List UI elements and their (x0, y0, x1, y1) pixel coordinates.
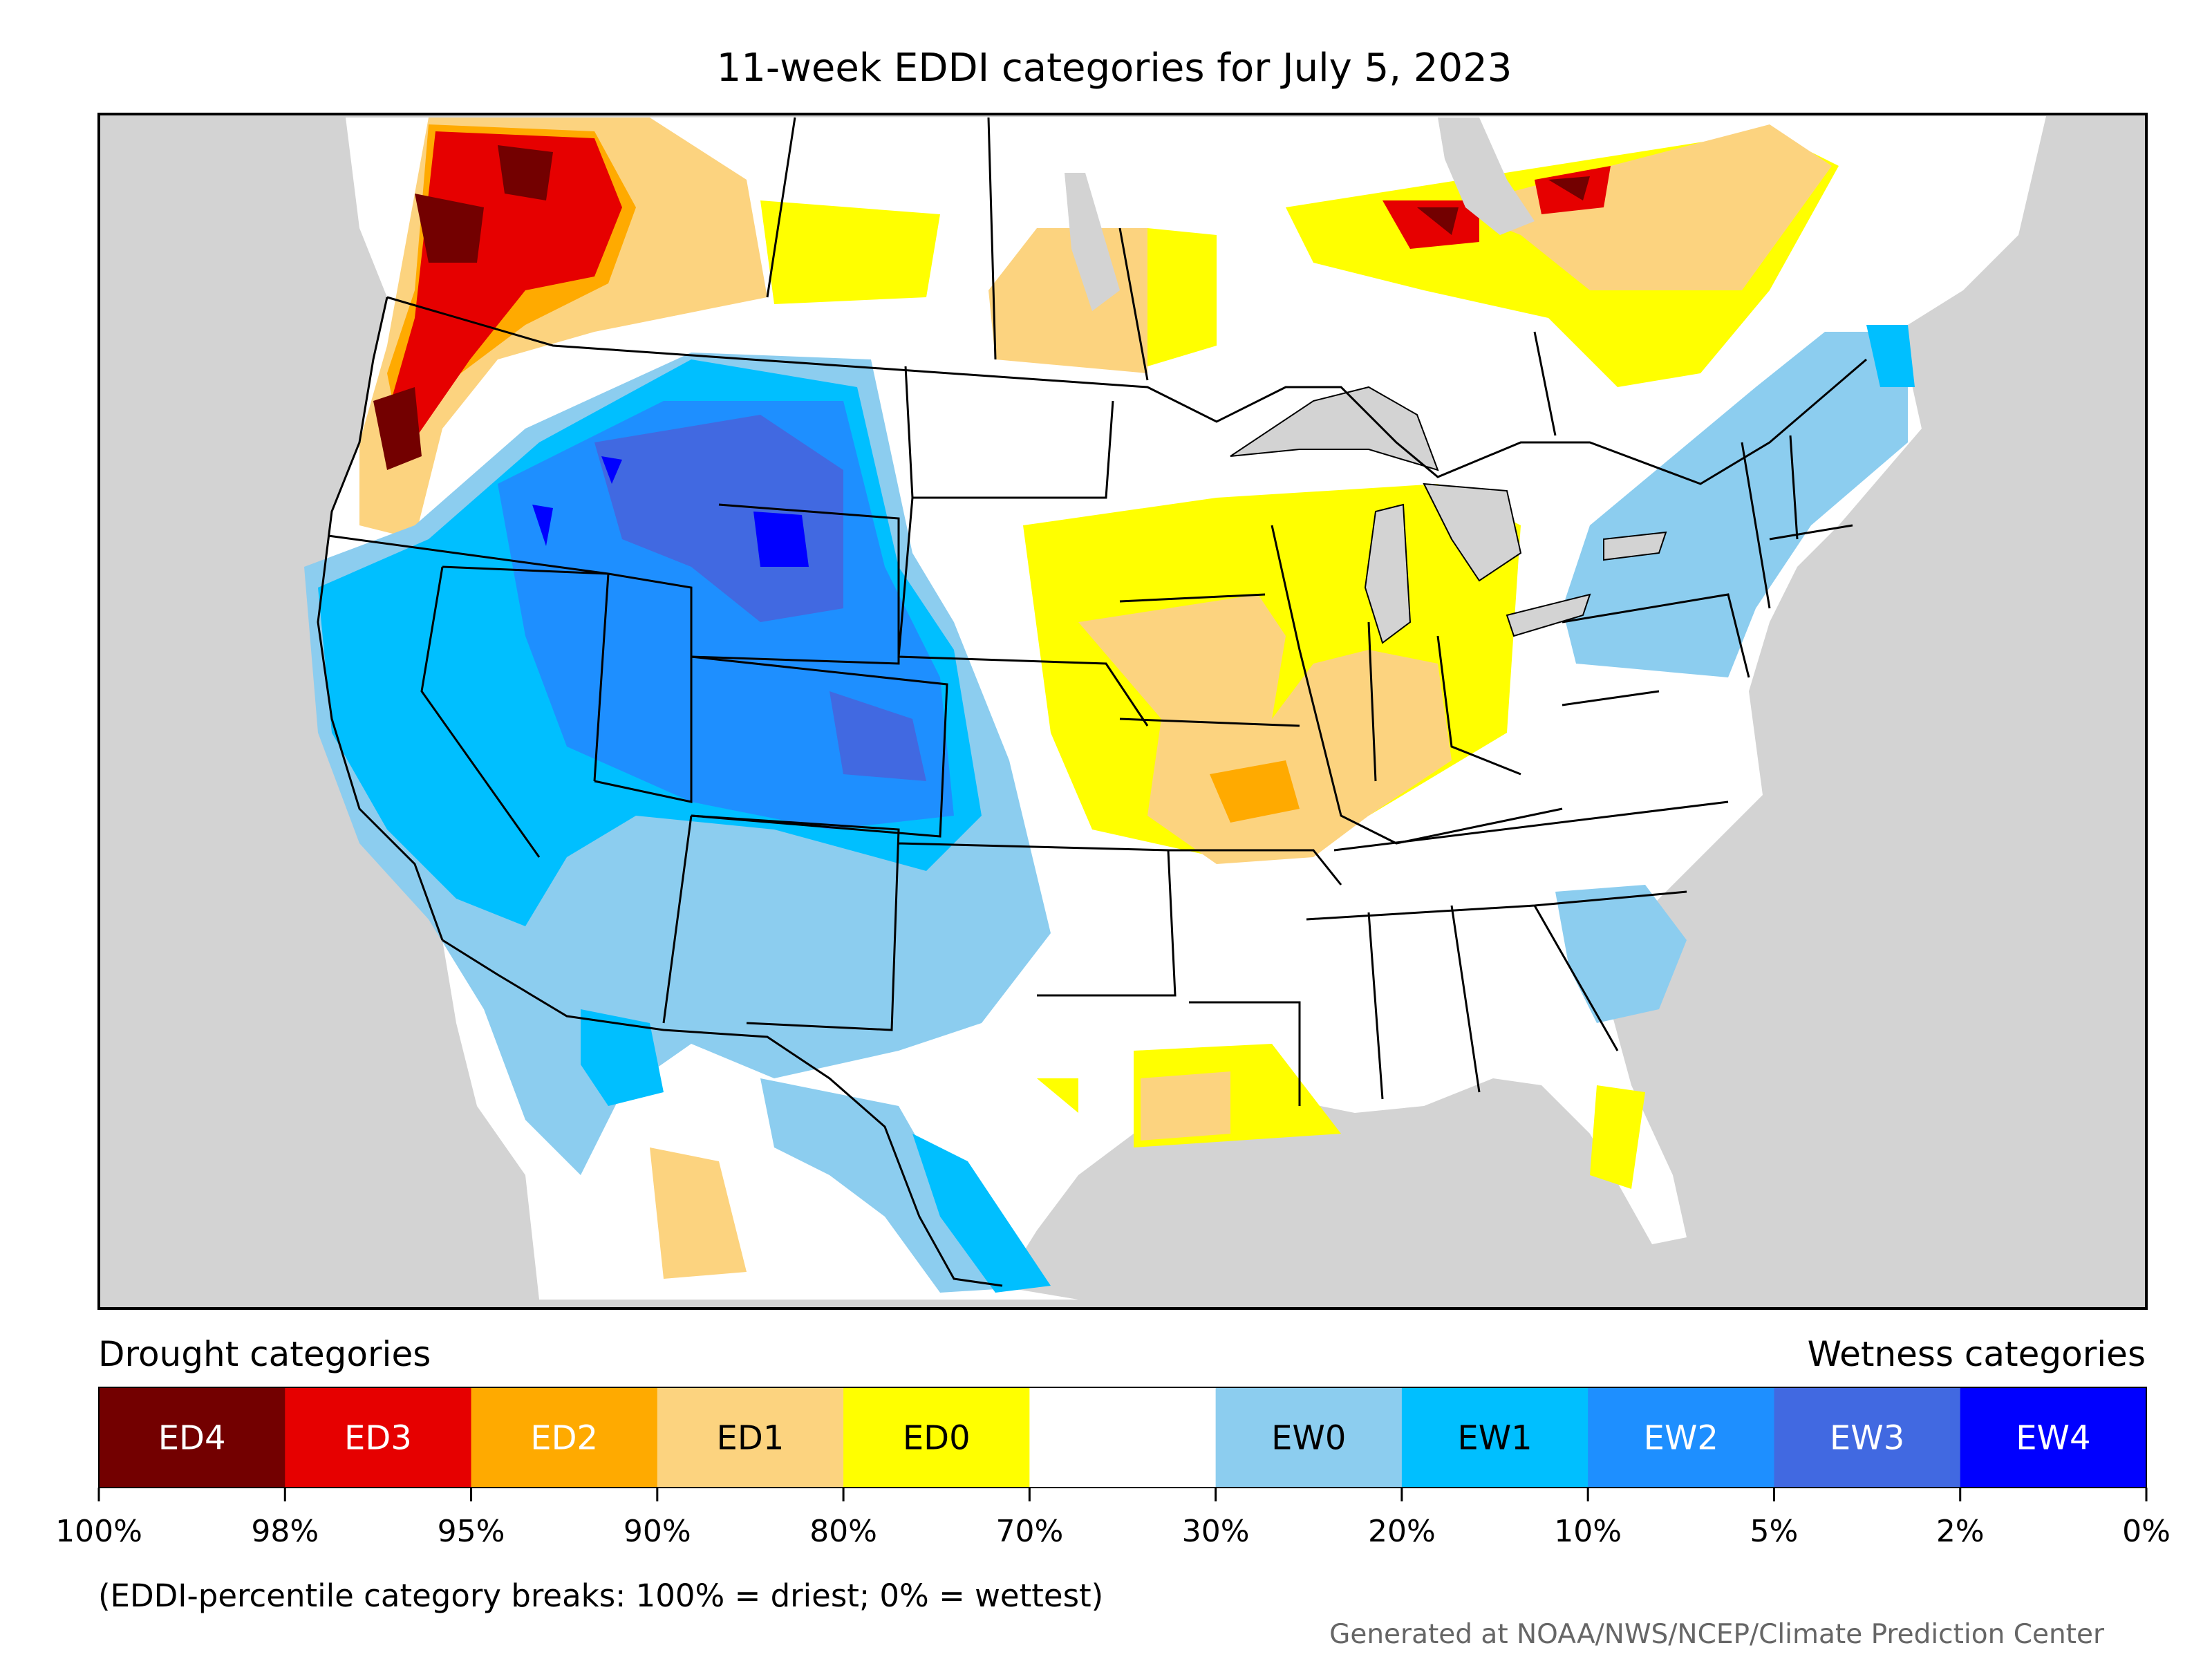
map-title: 11-week EDDI categories for July 5, 2023 (716, 46, 1512, 91)
drought-ed2-midwest (1210, 760, 1300, 823)
legend-break-label: 95% (438, 1514, 505, 1549)
legend-break-label: 70% (995, 1514, 1063, 1549)
boundaries (317, 117, 1867, 1287)
drought-ed1-ontario (1452, 124, 1832, 290)
legend-break-label: 100% (55, 1514, 142, 1549)
legend-label-ew4: EW4 (2016, 1419, 2090, 1458)
legend-label-ew0: EW0 (1271, 1419, 1346, 1458)
wet-ew0-northeast (1562, 332, 1908, 677)
legend-label-ed4: ED4 (158, 1419, 226, 1458)
legend-label-ed0: ED0 (903, 1419, 971, 1458)
drought-ed4-ontario (1417, 176, 1590, 235)
legend-swatch-ew1 (1401, 1387, 1588, 1488)
legend-label-ed2: ED2 (530, 1419, 598, 1458)
legend-break-label: 98% (251, 1514, 319, 1549)
legend-swatch-ed4 (99, 1387, 285, 1488)
legend-swatch-ew2 (1588, 1387, 1774, 1488)
legend-label-ed3: ED3 (344, 1419, 412, 1458)
drought-ed1-midwest (1078, 594, 1452, 864)
drought-ed1-south (650, 1071, 1230, 1279)
wet-ew1-arizona (581, 1009, 664, 1106)
lake-huron (1423, 482, 1522, 582)
lake-erie (1506, 593, 1591, 637)
legend-break-label: 80% (809, 1514, 877, 1549)
credit-line: Generated at NOAA/NWS/NCEP/Climate Predi… (1329, 1619, 2104, 1650)
legend-swatch-ed3 (285, 1387, 472, 1488)
legend-border (98, 1387, 2147, 1488)
legend-break-label: 0% (2122, 1514, 2171, 1549)
legend-swatch-ed0 (843, 1387, 1030, 1488)
lake-superior (1230, 386, 1439, 471)
wet-ew1-northeast (1866, 325, 1915, 387)
drought-ed0-canada-mid (1147, 228, 1217, 366)
legend-swatch-neutral (1029, 1387, 1217, 1488)
legend-label-ew1: EW1 (1457, 1419, 1532, 1458)
wet-ew0-southeast (1555, 885, 1687, 1023)
map-frame (97, 113, 2148, 1310)
category-colorbar: ED4 ED3 ED2 ED1 ED0 EW0 EW1 EW2 EW3 EW4 100% 98% 95%… (55, 1387, 2171, 1549)
wet-ew3-west (594, 415, 926, 781)
lake-michigan (1364, 503, 1412, 644)
drought-ed0-canada-west (760, 200, 940, 304)
legend-label-ew3: EW3 (1830, 1419, 1904, 1458)
legend-break-label: 20% (1368, 1514, 1436, 1549)
hudson-bay-inlet (1438, 118, 1535, 235)
legend-swatch-ew4 (1960, 1387, 2147, 1488)
eddi-map (97, 113, 2148, 1310)
legend-break-label: 2% (1936, 1514, 1985, 1549)
drought-categories-label: Drought categories (98, 1334, 431, 1374)
drought-ed3-ontario (1382, 166, 1611, 249)
legend-break-label: 10% (1554, 1514, 1622, 1549)
legend-label-ew2: EW2 (1644, 1419, 1718, 1458)
wetness-categories-label: Wetness categories (1807, 1334, 2146, 1374)
legend-label-ed1: ED1 (717, 1419, 785, 1458)
legend-swatch-ed1 (657, 1387, 844, 1488)
legend-swatch-ed2 (471, 1387, 658, 1488)
lake-winnipeg (1065, 173, 1120, 311)
drought-ed4-pnw (373, 145, 553, 470)
legend-swatch-ew3 (1774, 1387, 1961, 1488)
wet-ew1-texas (912, 1134, 1051, 1293)
legend-break-label: 90% (624, 1514, 691, 1549)
legend-break-label: 30% (1182, 1514, 1250, 1549)
legend-swatch-ew0 (1215, 1387, 1403, 1488)
lake-ontario (1603, 531, 1667, 561)
category-breaks-note: (EDDI-percentile category breaks: 100% =… (98, 1577, 1104, 1614)
wet-ew4-west (532, 456, 809, 567)
legend-break-label: 5% (1750, 1514, 1799, 1549)
